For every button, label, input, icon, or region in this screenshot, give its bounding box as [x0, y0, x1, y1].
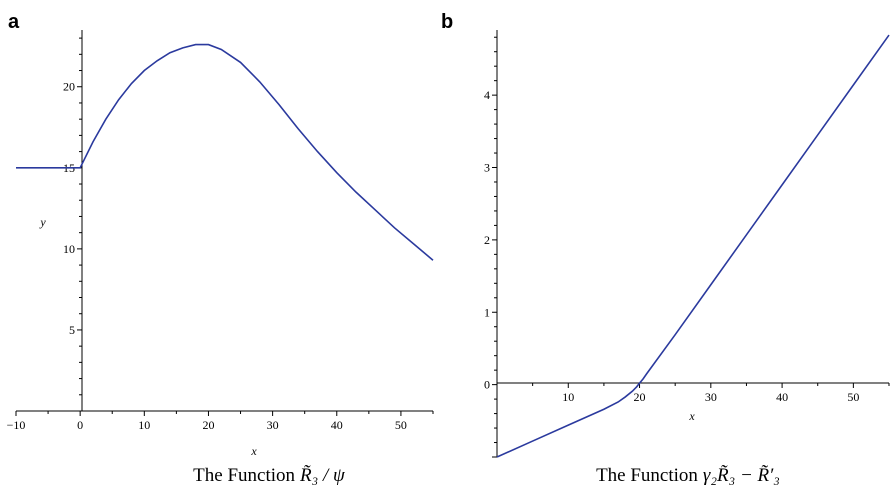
x-tick-label: 40 [331, 418, 343, 432]
x-tick-label: 20 [202, 418, 214, 432]
y-tick-label: 1 [484, 305, 490, 319]
chart-a-axes [16, 30, 433, 412]
chart-b-caption-math: γ₂R̃₃ − R̃′₃ [703, 465, 780, 486]
chart-b-x-axis-label: x [688, 409, 695, 423]
x-tick-label: 40 [776, 390, 788, 404]
chart-a-y-axis-label: y [39, 215, 46, 229]
y-tick-label: 3 [484, 161, 490, 175]
chart-a-caption-math: R̃₃ / ψ [299, 465, 346, 486]
x-tick-label: 0 [77, 418, 83, 432]
chart-b-ticks [492, 36, 890, 458]
y-tick-label: 4 [484, 88, 490, 102]
x-tick-label: 30 [267, 418, 279, 432]
chart-a-series-line [16, 43, 434, 261]
chart-a-caption: The Function R̃₃ / ψ [193, 465, 346, 486]
x-tick-label: 20 [634, 390, 646, 404]
chart-b: b 10 20 30 40 50 0 1 2 3 4 x The Function γ₂R̃₃ − … [441, 11, 890, 486]
chart-b-caption: The Function γ₂R̃₃ − R̃′₃ [596, 465, 780, 486]
x-tick-label: 10 [138, 418, 150, 432]
x-tick-label: 50 [847, 390, 859, 404]
chart-a-caption-prefix: The Function [193, 465, 295, 486]
y-tick-label: 10 [63, 242, 75, 256]
y-tick-label: 20 [63, 80, 75, 94]
panel-letter-b: b [441, 11, 453, 33]
y-tick-label: 2 [484, 233, 490, 247]
x-tick-label: 10 [562, 390, 574, 404]
panel-letter-a: a [8, 11, 20, 33]
chart-b-axes [496, 30, 889, 457]
chart-b-caption-prefix: The Function [596, 465, 698, 486]
chart-a-x-axis-label: x [250, 444, 257, 458]
y-tick-label: 5 [69, 323, 75, 337]
x-tick-label: 30 [705, 390, 717, 404]
x-tick-label: 50 [395, 418, 407, 432]
x-tick-label: −10 [7, 418, 26, 432]
y-tick-label: 0 [484, 378, 490, 392]
chart-b-tick-labels: 10 20 30 40 50 0 1 2 3 4 [484, 88, 859, 404]
chart-b-series-line [496, 34, 890, 458]
chart-a-ticks [15, 37, 434, 416]
